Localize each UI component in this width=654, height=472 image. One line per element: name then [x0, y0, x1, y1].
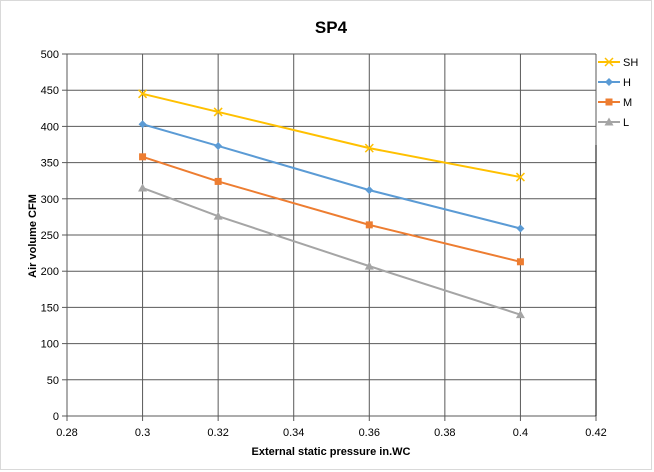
x-tick-label: 0.3: [135, 427, 150, 439]
legend-item-m: M: [598, 97, 632, 109]
axes: 0 50 100 150 200 250 300 350 400 450 500 0.28 0.3 0.3…: [41, 49, 607, 439]
data-point-sh-stroke-b: [515, 172, 525, 182]
legend-marker-sh-stroke-b: [604, 57, 614, 67]
y-tick-label: 350: [41, 158, 59, 170]
data-point-sh: [515, 172, 525, 182]
series-line-sh: [142, 92, 521, 179]
y-tick-label: 150: [41, 302, 59, 314]
legend-label-m: M: [623, 97, 632, 109]
data-point-sh-stroke-b: [138, 89, 148, 99]
data-point-l: [515, 310, 525, 319]
legend-label-sh: SH: [623, 57, 638, 69]
legend-label-h: H: [623, 77, 631, 89]
legend: SH HML: [598, 57, 638, 129]
legend-marker-l: [604, 117, 614, 126]
data-point-sh: [213, 107, 223, 117]
y-tick-label: 500: [41, 49, 59, 61]
legend-marker-h: [605, 78, 613, 86]
data-point-m: [139, 153, 147, 161]
y-tick-label: 300: [41, 194, 59, 206]
data-point-m: [365, 221, 373, 229]
data-point-m: [214, 177, 222, 185]
x-tick-label: 0.32: [207, 427, 228, 439]
x-tick-label: 0.34: [283, 427, 304, 439]
data-point-h: [365, 186, 374, 195]
data-point-h: [138, 120, 147, 129]
x-tick-label: 0.28: [56, 427, 77, 439]
x-tick-label: 0.38: [434, 427, 455, 439]
chart-title: SP4: [315, 18, 348, 37]
y-tick-label: 250: [41, 230, 59, 242]
y-tick-label: 450: [41, 85, 59, 97]
data-point-sh: [364, 143, 374, 153]
x-tick-label: 0.4: [513, 427, 528, 439]
legend-marker-m: [605, 98, 613, 106]
grid: [67, 53, 597, 416]
y-tick-label: 0: [53, 411, 59, 423]
data-point-h: [214, 141, 223, 150]
legend-item-h: H: [598, 77, 631, 89]
series-line-l: [142, 187, 521, 316]
series-line-h: [142, 123, 521, 230]
data-point-l: [364, 261, 374, 270]
data-point-sh-stroke-b: [213, 107, 223, 117]
data-point-m: [516, 258, 524, 266]
legend-label-l: L: [623, 117, 629, 129]
y-axis-label: Air volume CFM: [27, 194, 39, 278]
y-tick-label: 400: [41, 121, 59, 133]
legend-item-l: L: [598, 117, 629, 129]
x-tick-label: 0.36: [359, 427, 380, 439]
series-lines: [138, 89, 525, 319]
y-tick-label: 200: [41, 266, 59, 278]
x-tick-label: 0.42: [585, 427, 606, 439]
legend-item-sh: SH: [598, 57, 638, 69]
data-point-h: [516, 224, 525, 233]
x-axis-label: External static pressure in.WC: [252, 446, 411, 458]
data-point-sh-stroke-b: [364, 143, 374, 153]
legend-marker-sh: [604, 57, 614, 67]
data-point-sh: [138, 89, 148, 99]
y-tick-label: 50: [47, 375, 59, 387]
y-tick-label: 100: [41, 339, 59, 351]
data-point-l: [213, 211, 223, 220]
series-line-m: [142, 155, 521, 263]
data-point-l: [138, 183, 148, 192]
